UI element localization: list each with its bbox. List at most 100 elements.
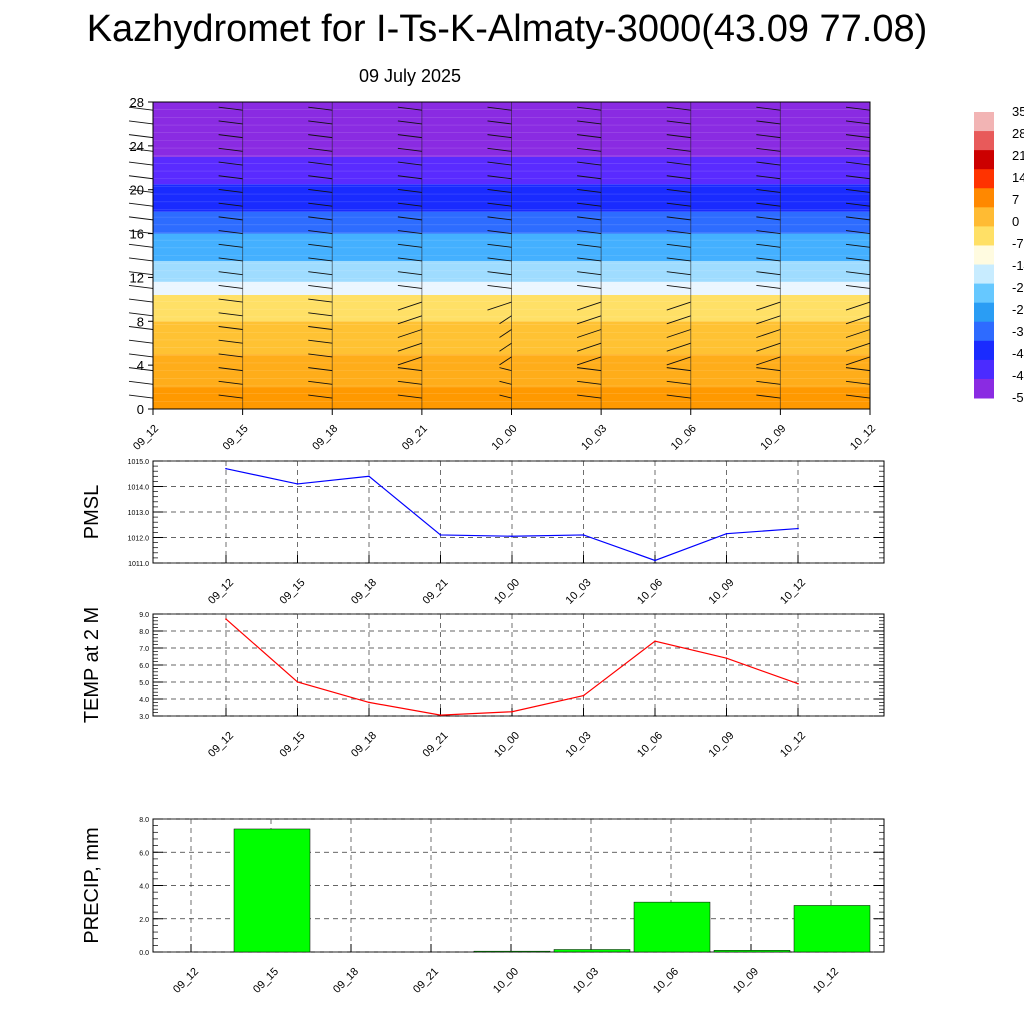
y-axis-label: PMSL — [81, 485, 103, 539]
wind-barb — [218, 161, 243, 166]
wind-barb — [128, 339, 154, 344]
wind-barb — [845, 189, 871, 193]
y-tick-label: 8.0 — [139, 817, 149, 824]
wind-barb — [128, 394, 154, 399]
pmsl-point — [797, 527, 799, 530]
pmsl-point — [725, 532, 728, 535]
wind-barb-column-5 — [576, 102, 602, 409]
wind-barb — [128, 284, 154, 289]
wind-barb — [397, 106, 422, 111]
y-tick-label: 3.0 — [139, 714, 149, 721]
wind-barb — [218, 175, 243, 180]
wind-barb — [128, 120, 154, 125]
wind-barb — [666, 367, 691, 372]
wind-barb — [487, 301, 512, 311]
wind-barb — [308, 380, 333, 385]
wind-barb — [128, 271, 154, 276]
colorbar-swatch-14 — [974, 378, 994, 399]
wind-barb — [218, 134, 243, 139]
wind-barb — [397, 356, 423, 366]
wind-barb-column-3 — [397, 102, 423, 409]
x-tick-label: 10_03 — [579, 423, 609, 453]
wind-barb — [845, 120, 871, 125]
x-tick-label: 10_09 — [758, 423, 788, 453]
y-tick-label: 7.0 — [139, 646, 149, 653]
colorbar-label: 21 — [1012, 148, 1024, 163]
wind-barb — [487, 189, 512, 193]
wind-barb — [487, 134, 512, 139]
wind-barb — [128, 134, 154, 139]
x-tick-label: 09_21 — [400, 423, 430, 453]
wind-barb-column-6 — [666, 102, 692, 409]
x-tick-label: 09_12 — [206, 577, 236, 607]
colorbar-label: -56 — [1012, 390, 1024, 405]
wind-barb — [218, 353, 243, 358]
wind-barb — [666, 161, 691, 166]
wind-barb — [666, 315, 691, 325]
colorbar-label: -42 — [1012, 346, 1024, 361]
wind-barb — [397, 147, 422, 152]
wind-barb — [666, 380, 691, 385]
wind-barb — [756, 257, 781, 262]
cross-section-panel: 0 4 8 12 16 20 24 28 09_12 09_15 09_18 09_21 10_00 10… — [128, 95, 878, 453]
y-tick-label: 16 — [130, 227, 144, 242]
wind-barb — [666, 329, 691, 338]
wind-barb — [666, 134, 691, 139]
precip-bar — [713, 950, 791, 953]
wind-barb — [845, 271, 871, 276]
temp-panel: 3.0 4.0 5.0 6.0 7.0 8.0 9.0 09_12 09_15 09_18 09_2… — [81, 607, 885, 760]
x-tick-label: 10_06 — [669, 423, 699, 453]
wind-barb — [308, 394, 333, 399]
temp-point — [439, 714, 442, 716]
wind-barb — [666, 284, 691, 289]
wind-barb — [397, 301, 423, 311]
wind-barb — [218, 284, 243, 289]
colorbar-swatch-6 — [974, 226, 994, 246]
wind-barb — [308, 147, 333, 152]
wind-barb — [666, 356, 691, 366]
colorbar-label: -14 — [1012, 258, 1024, 273]
wind-barb — [308, 106, 333, 111]
wind-barb — [576, 329, 602, 338]
wind-barb — [128, 147, 154, 152]
wind-barb — [128, 216, 154, 221]
wind-barb — [666, 147, 691, 152]
wind-barb — [576, 301, 602, 311]
wind-barb — [397, 175, 422, 180]
x-tick-label: 10_06 — [635, 730, 665, 760]
y-tick-label: 4 — [137, 358, 144, 373]
wind-barb — [845, 175, 871, 180]
wind-barb — [666, 342, 691, 352]
colorbar-swatch-7 — [974, 245, 994, 266]
wind-barb — [666, 271, 691, 276]
wind-barb — [756, 356, 781, 366]
colorbar-swatch-1 — [974, 131, 994, 151]
wind-barb — [128, 312, 154, 317]
wind-barb — [577, 120, 602, 125]
wind-barb — [756, 380, 781, 385]
wind-barb — [397, 161, 422, 166]
wind-barb — [397, 243, 422, 248]
wind-barb — [666, 394, 691, 399]
wind-barb — [577, 257, 602, 262]
wind-barb — [218, 298, 243, 303]
wind-barb — [218, 326, 243, 330]
wind-barb — [845, 394, 871, 399]
wind-barb — [308, 189, 333, 193]
y-axis-label: TEMP at 2 M — [81, 607, 103, 723]
wind-barb — [218, 189, 243, 193]
wind-barb — [128, 380, 154, 385]
wind-barb — [397, 230, 422, 235]
wind-barb — [756, 134, 781, 139]
wind-barb — [218, 202, 243, 207]
pmsl-point — [296, 483, 299, 485]
wind-barb — [128, 353, 154, 358]
x-tick-label: 10_12 — [848, 423, 878, 453]
x-tick-label: 10_03 — [564, 577, 594, 607]
wind-barb — [756, 216, 781, 221]
wind-barb — [218, 257, 243, 262]
colorbar-label: 7 — [1012, 192, 1019, 207]
pmsl-point — [511, 535, 513, 538]
wind-barb — [128, 243, 154, 248]
wind-barb — [487, 257, 512, 262]
